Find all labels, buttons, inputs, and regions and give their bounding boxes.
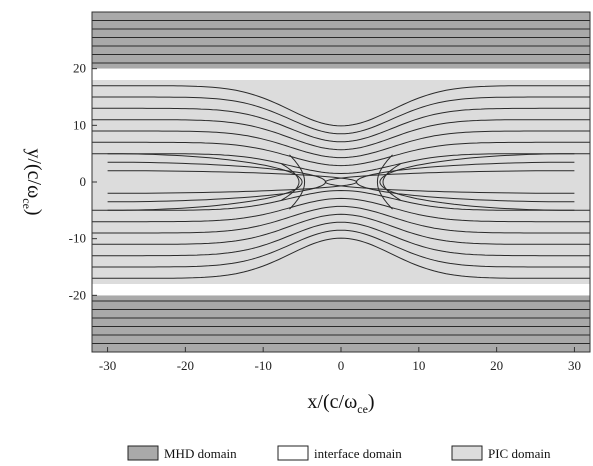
legend-label: interface domain bbox=[314, 446, 402, 461]
x-tick-label: 0 bbox=[338, 358, 345, 373]
x-tick-label: 20 bbox=[490, 358, 503, 373]
legend-swatch bbox=[451, 445, 483, 461]
separatrix-contour bbox=[376, 154, 393, 210]
flux-contours bbox=[92, 20, 590, 344]
region-band bbox=[92, 80, 590, 284]
legend-swatch bbox=[127, 445, 159, 461]
y-tick-label: 0 bbox=[80, 174, 87, 189]
contour-line bbox=[92, 96, 590, 135]
contour-line bbox=[92, 205, 590, 234]
domain-regions bbox=[92, 12, 590, 352]
y-tick-label: 10 bbox=[73, 117, 86, 132]
region-band bbox=[92, 295, 590, 352]
y-tick-label: -10 bbox=[69, 231, 86, 246]
y-axis-label: y/(c/ωce) bbox=[20, 148, 45, 215]
separatrix-contour bbox=[281, 163, 300, 201]
contour-line bbox=[92, 141, 590, 167]
contour-line bbox=[92, 189, 590, 211]
region-band bbox=[92, 284, 590, 296]
o-point-contour bbox=[356, 161, 575, 203]
x-axis-ticks: -30 -20 -10 0 10 20 30 bbox=[99, 347, 581, 373]
contour-line bbox=[92, 107, 590, 143]
o-point-contour bbox=[379, 153, 575, 211]
x-tick-label: -20 bbox=[177, 358, 194, 373]
region-band bbox=[92, 12, 590, 69]
contour-line bbox=[92, 85, 590, 127]
separatrix-contour bbox=[289, 154, 306, 210]
contour-line bbox=[92, 119, 590, 151]
legend: MHD domain interface domain PIC domain bbox=[127, 445, 551, 461]
y-tick-label: 20 bbox=[73, 61, 86, 76]
y-axis-ticks: -20 -10 0 10 20 bbox=[69, 61, 97, 302]
x-axis-label: x/(c/ωce) bbox=[307, 391, 374, 416]
x-tick-label: 10 bbox=[412, 358, 425, 373]
region-band bbox=[92, 68, 590, 80]
x-tick-label: -30 bbox=[99, 358, 116, 373]
o-point-contour bbox=[107, 153, 303, 211]
o-point-contour bbox=[324, 170, 575, 194]
contour-line bbox=[92, 130, 590, 159]
legend-label: MHD domain bbox=[164, 446, 237, 461]
legend-swatch bbox=[277, 445, 309, 461]
y-tick-label: -20 bbox=[69, 287, 86, 302]
x-tick-label: 30 bbox=[568, 358, 581, 373]
contour-line bbox=[92, 229, 590, 268]
legend-label: PIC domain bbox=[488, 446, 551, 461]
contour-line bbox=[92, 237, 590, 279]
x-tick-label: -10 bbox=[255, 358, 272, 373]
contour-line bbox=[92, 213, 590, 245]
contour-line bbox=[92, 221, 590, 257]
contour-line bbox=[92, 197, 590, 223]
separatrix-contour bbox=[382, 163, 401, 201]
contour-line bbox=[92, 153, 590, 175]
